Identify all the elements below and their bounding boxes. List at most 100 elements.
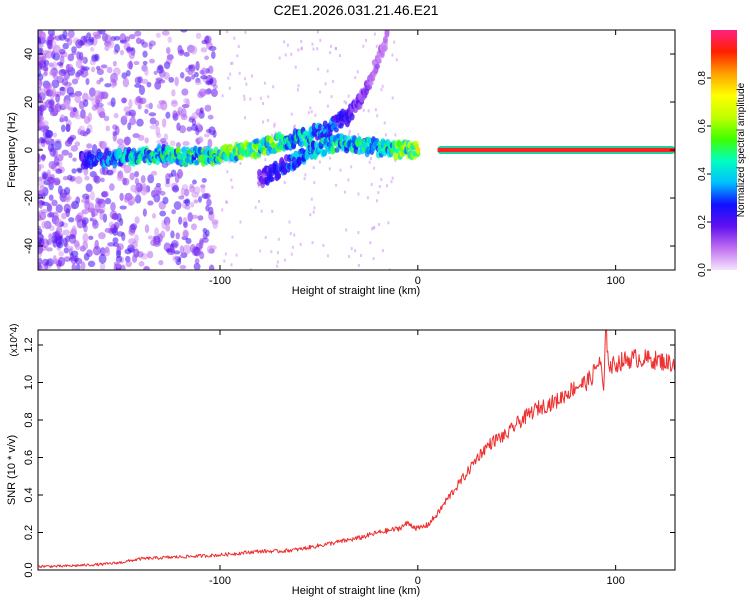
spectrogram-speckle (94, 239, 99, 250)
spectrogram-x-axis: -100 0 100 (209, 30, 625, 287)
spectrogram-speckle (134, 76, 142, 85)
spectrogram-speckle (190, 201, 195, 208)
spectrogram-speckle (175, 142, 181, 149)
spectrogram-speckle (85, 183, 93, 192)
spectrogram-speckle (274, 131, 277, 135)
spectrogram-speckle (194, 80, 202, 86)
spectrogram-speckle (58, 250, 65, 257)
spectrogram-speckle (46, 212, 53, 218)
spectrogram-speckle (38, 115, 45, 122)
spectrogram-speckle (54, 35, 63, 41)
spectrogram-speckle (71, 78, 79, 85)
spectrogram-speckle (267, 118, 270, 122)
spectrogram-speckle (250, 74, 253, 78)
spectrogram-speckle (74, 141, 81, 147)
spectrogram-speckle (330, 95, 333, 99)
spectrogram-speckle (116, 138, 124, 145)
spectrogram-speckle (56, 226, 63, 235)
spectrogram-speckle (98, 253, 107, 264)
spectrogram-speckle (42, 71, 48, 77)
spectrogram-speckle (154, 227, 159, 237)
spectrogram-speckle (55, 218, 63, 228)
spectrogram-speckle (90, 66, 96, 73)
spectrogram-speckle (319, 90, 322, 94)
spectrogram-speckle (67, 106, 74, 111)
spectrogram-speckle (131, 113, 136, 119)
spectrogram-speckle (49, 98, 55, 108)
spectrogram-speckle (180, 30, 188, 33)
spectrogram-speckle (175, 232, 180, 240)
spectrogram-speckle (226, 170, 229, 174)
spectrogram-speckle (134, 83, 142, 88)
spectrogram-speckle (66, 86, 75, 96)
spectrogram-speckle (52, 52, 61, 61)
spectrogram-speckle (38, 209, 43, 216)
spectrogram-speckle (183, 221, 188, 229)
spectrogram-speckle (183, 98, 189, 104)
spectrogram-speckle (64, 99, 71, 108)
spectrogram-speckle (84, 175, 90, 181)
spectrogram-speckle (190, 223, 197, 231)
spectrogram-speckle (38, 231, 42, 236)
spectrogram-speckle (312, 47, 315, 51)
spectrogram-speckle (83, 99, 89, 107)
spectrogram-speckle (119, 39, 128, 44)
spectrogram-speckle (144, 67, 149, 77)
spectrogram-speckle (168, 76, 175, 83)
spectrogram-speckle (96, 209, 105, 214)
spectrogram-speckle (348, 132, 351, 136)
spectrogram-speckle (182, 244, 191, 255)
spectrogram-speckle (322, 243, 325, 247)
spectrogram-speckle (137, 104, 142, 110)
spectrogram-speckle (350, 247, 353, 251)
spectrogram-speckle (56, 242, 64, 249)
spectrogram-speckle (67, 53, 75, 62)
spectrogram-speckle (182, 230, 189, 238)
spectrogram-speckle (372, 257, 375, 261)
spectrogram-speckle (230, 263, 233, 267)
spectrogram-speckle (172, 110, 178, 119)
spectrogram-speckle (64, 197, 70, 203)
spectrogram-speckle (62, 229, 71, 236)
spectrogram-speckle (119, 205, 127, 210)
spectrogram-speckle (52, 132, 58, 138)
spectrogram-speckle (150, 239, 157, 247)
spectrogram-speckle (393, 40, 396, 44)
spectrogram-speckle (56, 75, 65, 84)
y-tick-label: 40 (23, 48, 35, 60)
spectrogram-speckle (75, 263, 81, 270)
spectrogram-speckle (208, 126, 216, 136)
spectrogram-speckle (178, 216, 183, 225)
spectrogram-speckle (163, 133, 169, 141)
y-tick-label: 0.6 (23, 450, 35, 465)
spectrogram-speckle (86, 249, 93, 257)
spectrogram-speckle (159, 210, 167, 217)
spectrogram-speckle (136, 251, 144, 258)
spectrogram-speckle (99, 77, 104, 82)
spectrogram-speckle (66, 64, 72, 71)
spectrogram-speckle (309, 213, 312, 217)
spectrogram-speckle (378, 223, 381, 227)
spectrogram-speckle (291, 245, 294, 249)
spectrogram-speckle (82, 92, 89, 102)
spectrogram-speckle (61, 149, 70, 156)
spectrogram-speckle (38, 142, 41, 148)
spectrogram-speckle (276, 260, 279, 264)
spectrogram-speckle (261, 102, 264, 106)
spectrogram-speckle (394, 133, 397, 137)
spectrogram-speckle (38, 43, 44, 48)
spectrogram-speckle (354, 249, 357, 253)
spectrogram-speckle (249, 97, 252, 101)
tone-band-core (437, 148, 675, 152)
spectrogram-speckle (180, 252, 188, 259)
echo-blob (374, 63, 380, 70)
spectrogram-speckle (92, 218, 98, 226)
spectrogram-speckle (339, 168, 342, 172)
spectrogram-speckle (97, 106, 105, 117)
spectrogram-speckle (127, 200, 133, 206)
spectrogram-speckle (314, 113, 317, 117)
spectrogram-speckle (116, 231, 124, 237)
spectrogram-speckle (199, 251, 205, 260)
spectrogram-speckle (271, 133, 274, 137)
spectrogram-speckle (316, 47, 319, 51)
